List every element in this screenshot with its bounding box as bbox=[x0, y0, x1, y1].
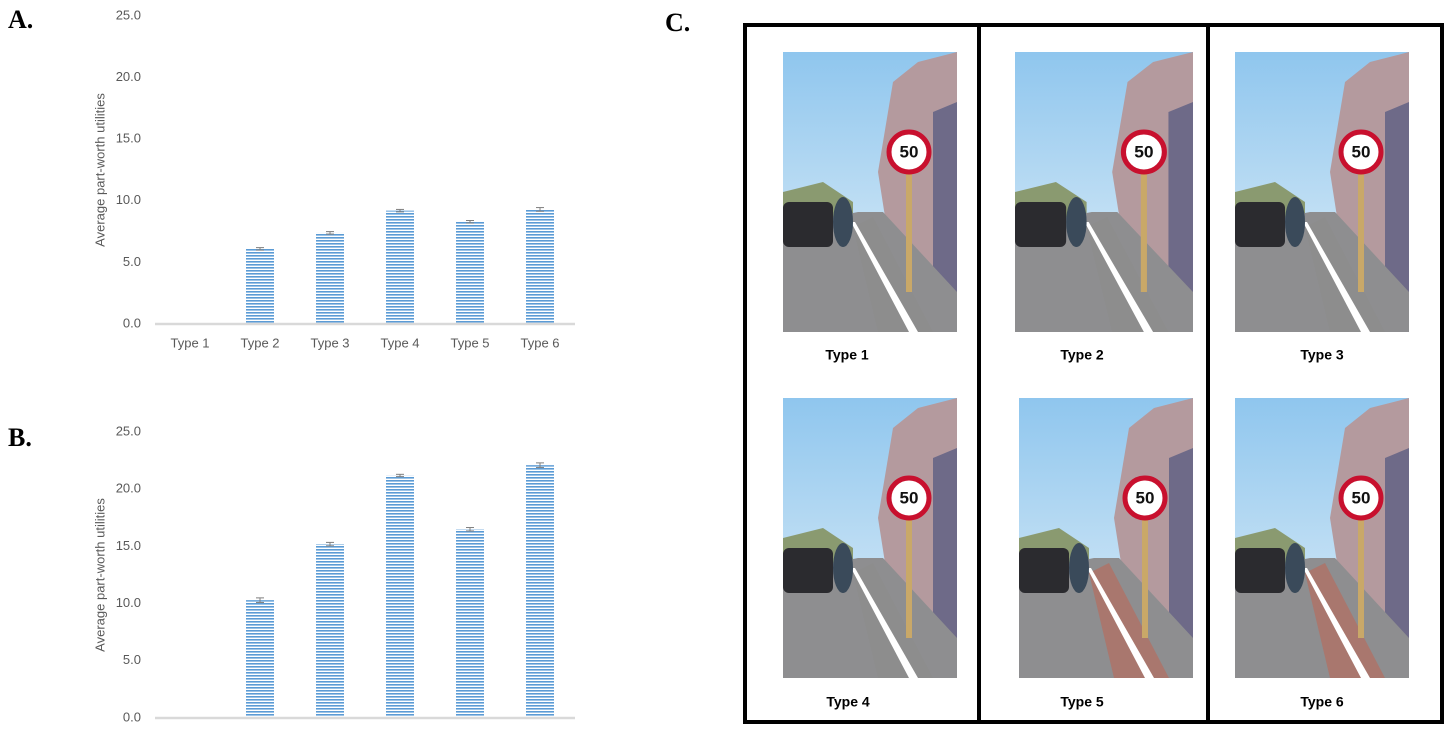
y-tick-label: 25.0 bbox=[116, 423, 141, 438]
car bbox=[783, 202, 833, 247]
error-bar bbox=[326, 541, 334, 547]
error-bar bbox=[256, 597, 264, 603]
lane-line bbox=[1084, 222, 1154, 332]
street-photo: 50 bbox=[1235, 52, 1409, 332]
bike-lane bbox=[1305, 217, 1385, 332]
lane-line bbox=[851, 568, 918, 678]
car bbox=[1235, 548, 1285, 593]
cyclist bbox=[1285, 543, 1305, 593]
street-photo: 50 bbox=[783, 398, 957, 678]
panel-label: B. bbox=[8, 423, 32, 452]
y-tick-label: 0.0 bbox=[123, 709, 141, 724]
y-tick-label: 10.0 bbox=[116, 595, 141, 610]
sign-pole bbox=[1142, 518, 1148, 638]
y-tick-label: 0.0 bbox=[123, 315, 141, 330]
x-tick-label: Type 6 bbox=[520, 335, 559, 350]
y-tick-label: 20.0 bbox=[116, 69, 141, 84]
bike-lane bbox=[853, 563, 933, 678]
panel-c-label: Type 1 bbox=[825, 347, 869, 363]
bike-lane bbox=[853, 217, 933, 332]
sign bbox=[1338, 129, 1384, 175]
cyclist bbox=[833, 197, 853, 247]
sign-text: 50 bbox=[1352, 488, 1371, 507]
sign bbox=[1120, 129, 1167, 175]
bar bbox=[456, 529, 484, 718]
panel-c-label: Type 2 bbox=[1060, 347, 1104, 363]
bar bbox=[246, 248, 274, 324]
y-tick-label: 5.0 bbox=[123, 652, 141, 667]
sign-text: 50 bbox=[1134, 142, 1153, 162]
y-tick-label: 20.0 bbox=[116, 481, 141, 496]
y-tick-label: 10.0 bbox=[116, 192, 141, 207]
car bbox=[1019, 548, 1069, 593]
bar bbox=[386, 210, 414, 324]
panel-c-frame bbox=[743, 23, 1444, 724]
car bbox=[783, 548, 833, 593]
panel-c-label: Type 4 bbox=[826, 694, 870, 710]
sign bbox=[886, 475, 932, 521]
error-bar bbox=[536, 207, 544, 212]
panel-c-label: Type 3 bbox=[1300, 347, 1344, 363]
sign-pole bbox=[1358, 172, 1364, 292]
bar bbox=[316, 232, 344, 324]
x-tick-label: Type 2 bbox=[240, 335, 279, 350]
sign-text: 50 bbox=[900, 488, 919, 507]
sign-pole bbox=[1140, 172, 1147, 292]
sign-text: 50 bbox=[1136, 488, 1155, 507]
bar bbox=[316, 544, 344, 718]
error-bar bbox=[396, 208, 404, 213]
panel-c-label: Type 6 bbox=[1300, 694, 1344, 710]
lane-line bbox=[851, 222, 918, 332]
y-tick-label: 25.0 bbox=[116, 7, 141, 22]
x-tick-label: Type 1 bbox=[170, 335, 209, 350]
panel-label: A. bbox=[8, 5, 33, 34]
street-photo: 50 bbox=[1015, 52, 1193, 332]
sign bbox=[1122, 475, 1168, 521]
bar bbox=[246, 600, 274, 718]
error-bar bbox=[256, 247, 264, 251]
sign bbox=[886, 129, 932, 175]
lane-line bbox=[1303, 568, 1370, 678]
error-bar bbox=[466, 527, 474, 532]
x-tick-label: Type 5 bbox=[450, 335, 489, 350]
cyclist bbox=[1069, 543, 1089, 593]
sign bbox=[1338, 475, 1384, 521]
street-photo: 50 bbox=[783, 52, 957, 332]
error-bar bbox=[326, 231, 334, 235]
bar bbox=[526, 209, 554, 324]
car bbox=[1235, 202, 1285, 247]
bike-lane bbox=[1086, 217, 1169, 332]
panel-c-label: Type 5 bbox=[1060, 694, 1104, 710]
bike-lane bbox=[1089, 563, 1169, 678]
y-tick-label: 15.0 bbox=[116, 131, 141, 146]
street-photo: 50 bbox=[1019, 398, 1193, 678]
y-tick-label: 5.0 bbox=[123, 254, 141, 269]
car bbox=[1015, 202, 1067, 247]
cyclist bbox=[1066, 197, 1087, 247]
y-axis-label: Average part-worth utilities bbox=[92, 498, 107, 652]
x-tick-label: Type 4 bbox=[380, 335, 419, 350]
bar bbox=[386, 475, 414, 718]
lane-line bbox=[1087, 568, 1154, 678]
bike-lane bbox=[1305, 563, 1385, 678]
error-bar bbox=[466, 220, 474, 224]
sign-text: 50 bbox=[1352, 142, 1371, 161]
sign-pole bbox=[906, 172, 912, 292]
sign-pole bbox=[1358, 518, 1364, 638]
y-tick-label: 15.0 bbox=[116, 538, 141, 553]
sign-pole bbox=[906, 518, 912, 638]
panel-label: C. bbox=[665, 8, 690, 37]
bar bbox=[456, 221, 484, 324]
error-bar bbox=[536, 462, 544, 468]
sign-text: 50 bbox=[900, 142, 919, 161]
cyclist bbox=[833, 543, 853, 593]
street-photo: 50 bbox=[1235, 398, 1409, 678]
x-tick-label: Type 3 bbox=[310, 335, 349, 350]
lane-line bbox=[1303, 222, 1370, 332]
y-axis-label: Average part-worth utilities bbox=[92, 93, 107, 247]
bar bbox=[526, 465, 554, 718]
error-bar bbox=[396, 473, 404, 478]
cyclist bbox=[1285, 197, 1305, 247]
